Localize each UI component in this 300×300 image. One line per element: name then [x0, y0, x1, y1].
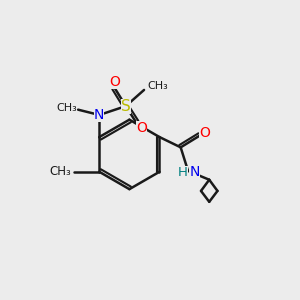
- Text: N: N: [94, 108, 104, 122]
- Text: CH₃: CH₃: [50, 165, 71, 178]
- Text: S: S: [121, 99, 131, 114]
- Text: H: H: [178, 166, 188, 179]
- Text: O: O: [109, 75, 120, 89]
- Text: CH₃: CH₃: [148, 81, 168, 92]
- Text: O: O: [200, 126, 210, 140]
- Text: N: N: [189, 165, 200, 179]
- Text: O: O: [136, 121, 147, 135]
- Text: CH₃: CH₃: [56, 103, 76, 113]
